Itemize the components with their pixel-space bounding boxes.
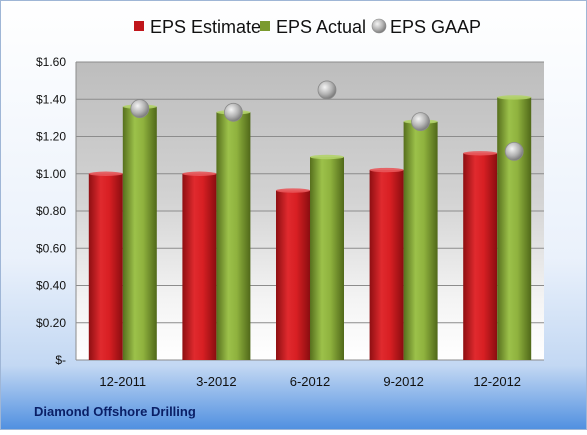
bar-cap — [276, 188, 310, 193]
bar-cap — [182, 171, 217, 176]
bar-eps-estimate — [463, 153, 498, 360]
bar-cap — [369, 167, 404, 173]
y-tick-label: $0.40 — [36, 279, 66, 293]
legend-swatch — [134, 21, 144, 31]
y-tick-label: $0.20 — [36, 316, 66, 330]
y-tick-label: $1.40 — [36, 92, 66, 106]
y-tick-label: $1.00 — [36, 167, 66, 181]
bar-eps-estimate — [182, 173, 217, 360]
y-axis: $- $0.20 $0.40 $0.60 $0.80 $1.00 $1.20 $1.40 $1.… — [36, 55, 77, 367]
bar-eps-actual — [122, 106, 157, 360]
legend: EPS Estimate EPS Actual EPS GAAP — [134, 17, 481, 37]
bar-eps-estimate — [369, 170, 404, 360]
bars — [88, 95, 532, 360]
y-tick-label: $1.20 — [36, 130, 66, 144]
bar-cap — [463, 151, 498, 156]
bar-eps-actual — [310, 156, 344, 360]
x-tick-label: 6-2012 — [290, 374, 330, 389]
x-tick-label: 12-2011 — [99, 374, 146, 389]
bar-cap — [497, 95, 532, 100]
legend-label: EPS GAAP — [390, 17, 481, 37]
bar-eps-actual — [497, 97, 532, 360]
y-tick-label: $0.80 — [36, 204, 66, 218]
bar-cap — [310, 154, 344, 160]
gaap-point — [411, 112, 431, 131]
gaap-point — [504, 141, 524, 161]
y-tick-label: $1.60 — [36, 55, 66, 69]
x-axis: 12-2011 3-2012 6-2012 9-2012 12-2012 — [99, 374, 521, 389]
legend-swatch — [260, 21, 270, 31]
y-tick-label: $0.60 — [36, 241, 66, 255]
gaap-point — [130, 99, 150, 118]
x-tick-label: 12-2012 — [473, 374, 521, 389]
gaap-point — [223, 102, 243, 122]
gaap-point — [317, 80, 337, 100]
legend-label: EPS Actual — [276, 17, 366, 37]
bar-eps-estimate — [88, 173, 123, 360]
gaap-points — [130, 80, 524, 161]
legend-label: EPS Estimate — [150, 17, 261, 37]
x-tick-label: 9-2012 — [383, 374, 423, 389]
x-tick-label: 3-2012 — [196, 374, 236, 389]
y-tick-label: $- — [55, 353, 66, 367]
bar-eps-actual — [403, 121, 438, 360]
company-label: Diamond Offshore Drilling — [34, 404, 196, 419]
bar-eps-estimate — [276, 190, 310, 360]
bar-eps-actual — [216, 112, 251, 360]
legend-swatch — [371, 18, 387, 34]
bar-cap — [88, 171, 123, 176]
